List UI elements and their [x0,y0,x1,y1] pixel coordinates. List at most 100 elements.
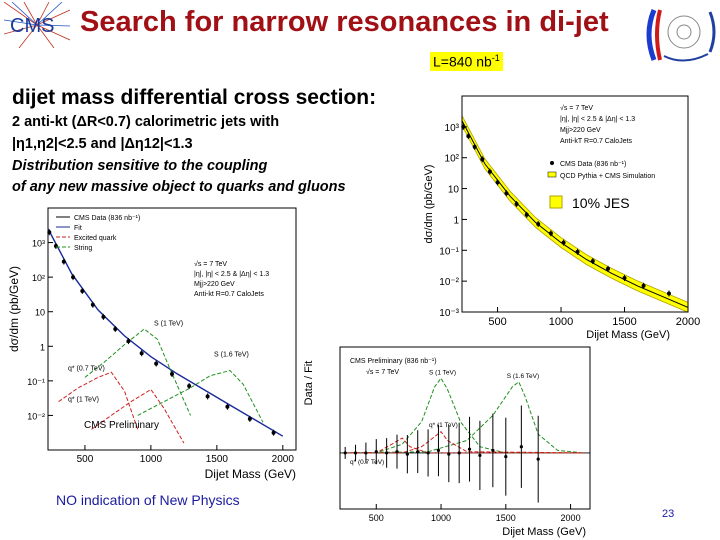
data-point [170,371,174,376]
signal-label: S (1 TeV) [429,369,456,376]
chart-subtitle: √s = 7 TeV [366,368,399,376]
legend-entry: String [74,245,92,252]
series-s-1-tev- [84,328,191,416]
annotation: |η|, |η| < 2.5 & |Δη| < 1.3 [560,116,635,123]
series-q-1-tev- [91,388,185,444]
data-point [622,276,627,281]
data-point [478,453,482,458]
data-point [353,451,358,455]
y-tick-label: 1 [40,342,45,352]
data-point [590,259,595,264]
plot-frame [461,95,689,313]
legend-entry: CMS Data (836 nb⁻¹) [560,161,626,168]
annotation: √s = 7 TeV [194,260,227,268]
annotation: Anti-kt R=0.7 CaloJets [194,291,264,298]
selection-line-1: 2 anti-kt (ΔR<0.7) calorimetric jets wit… [12,114,280,130]
cms-logo: CMS [4,2,70,48]
data-point [343,451,347,455]
signal-label: q* (0.7 TeV) [68,365,105,372]
data-point [101,314,106,319]
detector-logo-icon [646,9,716,62]
y-tick-label: 10³ [32,239,45,249]
section-heading: dijet mass differential cross section: [12,86,377,109]
signal-label: S (1.6 TeV) [507,373,539,380]
data-point [80,288,85,293]
data-point [225,404,230,409]
y-tick-label: 10² [32,273,45,283]
description-line-2: of any new massive object to quarks and … [12,179,346,195]
y-tick-label: 10³ [445,123,460,134]
data-point [519,445,523,449]
legend-entry: Excited quark [74,235,117,242]
data-point [61,259,66,264]
data-over-fit-chart: 500 1000 1500 2000 Dijet Mass (GeV) Data / Fi… [303,346,591,538]
y-axis-label: Data / Fit [303,361,315,406]
annotation: Mjj>220 GeV [194,281,235,288]
data-point [491,448,495,453]
annotation: Mjj>220 GeV [560,127,601,134]
x-tick-label: 2000 [676,316,700,328]
data-point [495,180,500,185]
band-marker [549,195,563,209]
y-tick-label: 10⁻² [27,411,45,421]
signal-label: S (1.6 TeV) [214,352,249,359]
y-tick-label: 10 [448,185,460,196]
legend-marker [547,171,557,178]
band-label: 10% JES [572,195,630,211]
data-point [90,302,95,307]
cross-section-signal-chart: 500 1000 1500 2000 10⁻² 10⁻¹ 1 10 10² 10³ Dijet Ma… [7,207,297,481]
data-point [395,450,399,454]
page-title: Search for narrow resonances in di-jet [80,6,609,38]
annotation: Anti-kT R=0.7 CaloJets [560,138,633,145]
series-q-0-7-tev- [58,371,139,430]
x-tick-label: 500 [77,454,94,465]
data-point [187,384,192,389]
data-point [436,448,441,453]
svg-text:CMS: CMS [10,15,54,37]
data-point [487,169,492,174]
data-point [466,134,471,139]
data-point [364,451,368,455]
luminosity-badge: L=840 nb-1 [430,52,503,71]
data-point [457,451,461,455]
x-tick-label: 1000 [549,316,573,328]
data-point [385,451,389,455]
x-tick-label: 1500 [206,454,229,465]
data-point [447,452,451,456]
y-tick-label: 10² [445,154,460,165]
signal-label: q* (0.7 TeV) [350,459,384,466]
data-point [504,455,508,459]
data-point [524,212,529,217]
chart-title: CMS Preliminary (836 nb⁻¹) [350,358,437,365]
data-point [71,275,76,280]
data-point [154,361,159,366]
qcd-curve [461,120,689,308]
data-point [536,457,540,461]
x-tick-label: 1500 [496,513,516,523]
data-point [405,452,409,456]
y-axis-label: dσ/dm (pb/GeV) [7,266,21,352]
y-axis-label: dσ/dm (pb/GeV) [423,165,435,244]
legend-entry: Fit [74,225,82,232]
x-tick-label: 500 [369,513,384,523]
x-axis-label: Dijet Mass (GeV) [205,467,296,481]
signal-label: q* (1 TeV) [68,397,99,404]
data-point [113,327,118,331]
data-point [606,266,611,271]
y-tick-label: 1 [453,215,459,226]
series-s-1-6-tev- [137,369,264,423]
data-point [426,451,430,455]
conclusion-text: NO indication of New Physics [56,492,240,508]
series-s-1-6-tev- [343,381,584,454]
y-tick-label: 10⁻¹ [27,377,45,387]
series-s-1-tev- [343,377,571,454]
data-point [514,202,519,206]
selection-line-2: |η1,η2|<2.5 and |Δη12|<1.3 [12,136,193,152]
x-tick-label: 2000 [272,454,295,465]
legend-marker [550,161,554,165]
series-q-1-tev- [343,430,584,454]
data-point [666,291,671,296]
y-tick-label: 10⁻³ [439,308,459,319]
data-point [472,144,477,149]
data-point [247,416,252,421]
